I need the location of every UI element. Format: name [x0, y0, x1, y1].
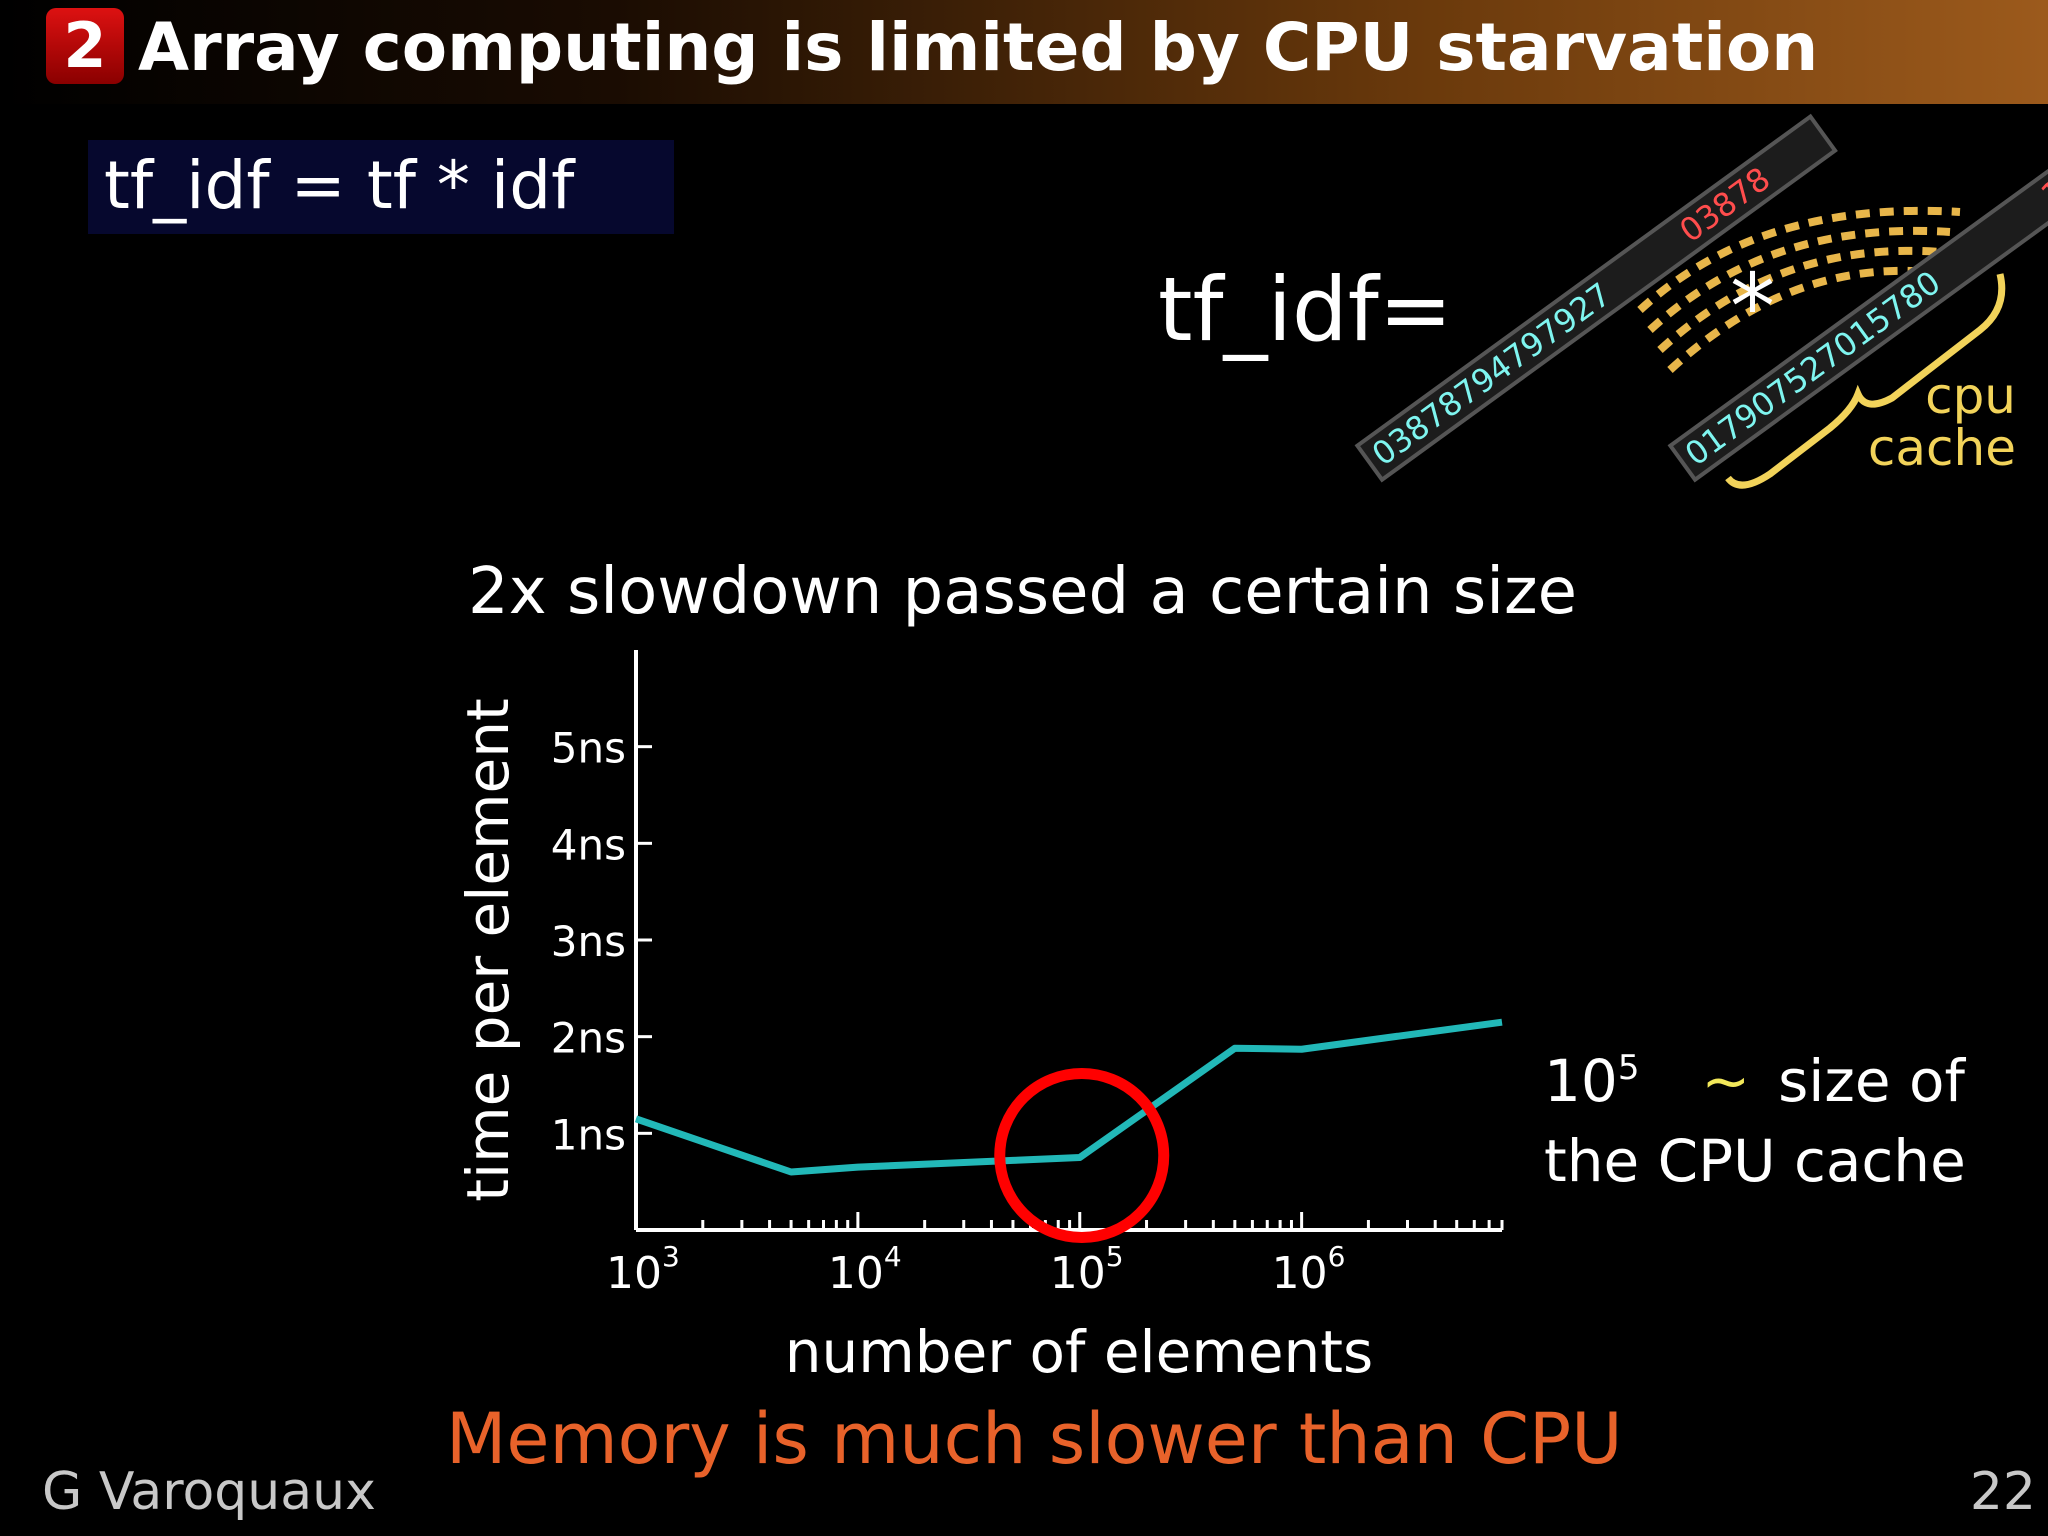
- code-expression: tf_idf = tf * idf: [104, 147, 575, 224]
- page-number: 22: [1969, 1462, 2036, 1522]
- y-axis-label: time per element: [454, 698, 522, 1201]
- title-bar: 2 Array computing is limited by CPU star…: [0, 0, 2048, 104]
- y-tick-label: 4ns: [551, 820, 626, 869]
- x-tick-label: 105: [1050, 1240, 1124, 1299]
- y-tick-label: 1ns: [551, 1110, 626, 1159]
- x-tick-label: 106: [1272, 1240, 1346, 1299]
- note-line2: the CPU cache: [1544, 1127, 1966, 1195]
- x-tick-label: 104: [828, 1240, 902, 1299]
- note-exponent: 5: [1617, 1048, 1640, 1088]
- note-text: size of: [1778, 1047, 1965, 1115]
- cache-threshold-circle: [994, 1068, 1170, 1243]
- timing-series-line: [634, 1018, 1503, 1176]
- cache-label-line1: cpu: [1925, 367, 2016, 425]
- slide-title: Array computing is limited by CPU starva…: [138, 9, 1819, 86]
- slide-number-badge: 2: [46, 8, 124, 84]
- key-message: Memory is much slower than CPU: [446, 1398, 1623, 1480]
- note-tilde: ~: [1701, 1047, 1751, 1115]
- cache-label: cpu cache: [1866, 370, 2016, 474]
- x-axis-label: number of elements: [785, 1318, 1374, 1386]
- chart-title: 2x slowdown passed a certain size: [468, 555, 1577, 629]
- code-box: [88, 140, 674, 234]
- y-tick-label: 2ns: [551, 1014, 626, 1063]
- cache-size-note: 105 ~ size of the CPU cache: [1544, 1028, 1966, 1201]
- author-name: G Varoquaux: [42, 1462, 376, 1522]
- cache-label-line2: cache: [1867, 419, 2016, 477]
- x-tick-label: 103: [606, 1240, 680, 1299]
- y-tick-label: 3ns: [551, 917, 626, 966]
- note-base: 10: [1544, 1047, 1618, 1115]
- y-tick-label: 5ns: [551, 724, 626, 773]
